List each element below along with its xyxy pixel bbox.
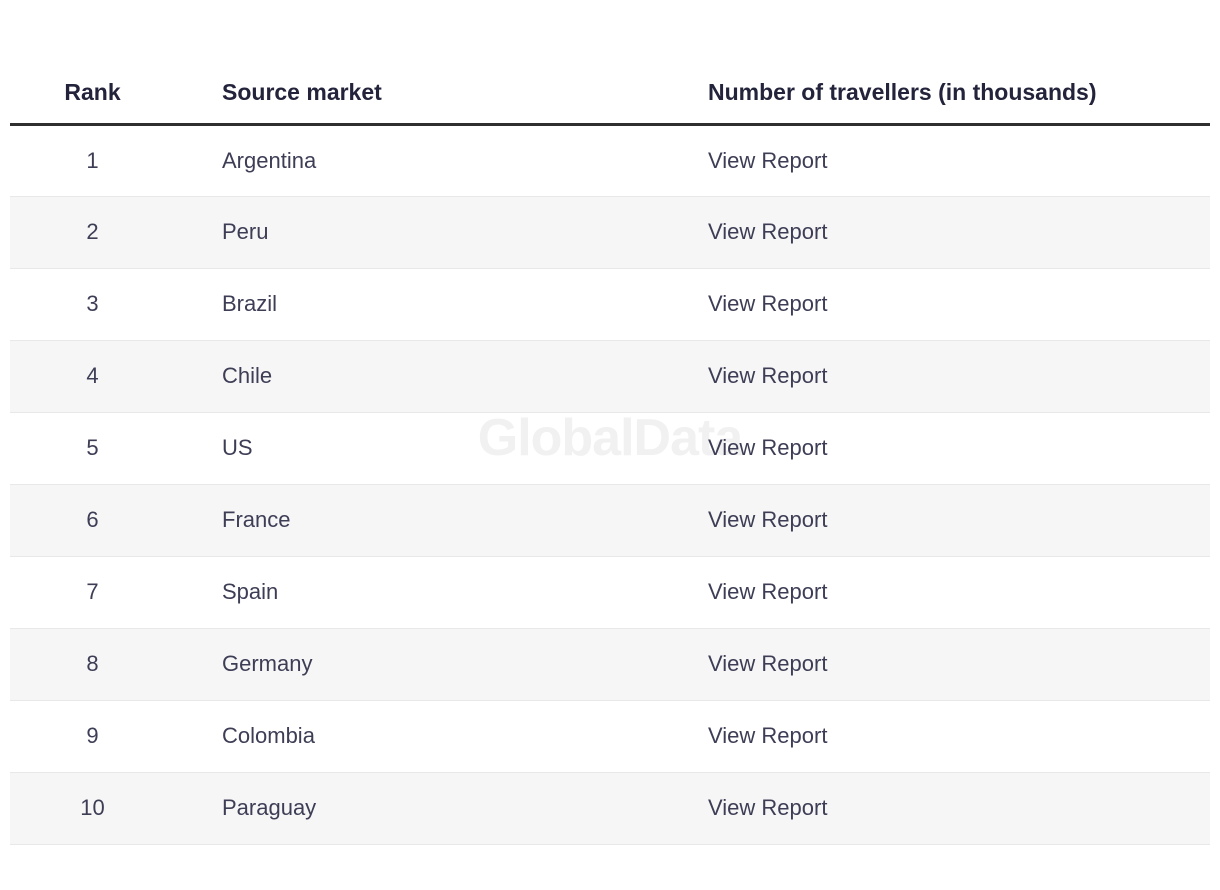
source-market-cell: Paraguay <box>175 772 708 845</box>
view-report-link[interactable]: View Report <box>708 579 828 604</box>
rank-cell: 3 <box>10 268 175 341</box>
source-markets-table-container: Rank Source market Number of travellers … <box>10 62 1210 845</box>
rank-cell: 2 <box>10 196 175 269</box>
column-header-source-market: Source market <box>175 62 708 126</box>
table-row: 1 Argentina View Report <box>10 124 1210 197</box>
view-report-link[interactable]: View Report <box>708 651 828 676</box>
source-market-cell: Germany <box>175 628 708 701</box>
rank-cell: 9 <box>10 700 175 773</box>
rank-cell: 1 <box>10 124 175 197</box>
source-market-cell: Brazil <box>175 268 708 341</box>
rank-cell: 6 <box>10 484 175 557</box>
rank-cell: 4 <box>10 340 175 413</box>
source-market-cell: France <box>175 484 708 557</box>
source-market-cell: Chile <box>175 340 708 413</box>
rank-cell: 7 <box>10 556 175 629</box>
source-market-cell: Peru <box>175 196 708 269</box>
table-row: 2 Peru View Report <box>10 196 1210 269</box>
rank-cell: 5 <box>10 412 175 485</box>
source-markets-table: Rank Source market Number of travellers … <box>10 62 1210 845</box>
source-market-cell: US <box>175 412 708 485</box>
source-market-cell: Spain <box>175 556 708 629</box>
view-report-link[interactable]: View Report <box>708 291 828 316</box>
table-header-row: Rank Source market Number of travellers … <box>10 62 1210 126</box>
view-report-link[interactable]: View Report <box>708 219 828 244</box>
view-report-link[interactable]: View Report <box>708 795 828 820</box>
view-report-link[interactable]: View Report <box>708 147 828 173</box>
source-market-cell: Colombia <box>175 700 708 773</box>
table-row: 10 Paraguay View Report <box>10 772 1210 845</box>
view-report-link[interactable]: View Report <box>708 507 828 532</box>
view-report-link[interactable]: View Report <box>708 363 828 388</box>
rank-cell: 8 <box>10 628 175 701</box>
rank-cell: 10 <box>10 772 175 845</box>
column-header-number-of-travellers: Number of travellers (in thousands) <box>708 62 1210 126</box>
table-row: 7 Spain View Report <box>10 556 1210 629</box>
table-row: 4 Chile View Report <box>10 340 1210 413</box>
table-row: 9 Colombia View Report <box>10 700 1210 773</box>
column-header-rank: Rank <box>10 62 175 126</box>
source-market-cell: Argentina <box>175 124 708 197</box>
table-body: 1 Argentina View Report 2 Peru View Repo… <box>10 124 1210 845</box>
table-row: 3 Brazil View Report <box>10 268 1210 341</box>
table-row: 6 France View Report <box>10 484 1210 557</box>
view-report-link[interactable]: View Report <box>708 435 828 460</box>
table-row: 5 US View Report <box>10 412 1210 485</box>
view-report-link[interactable]: View Report <box>708 723 828 748</box>
table-row: 8 Germany View Report <box>10 628 1210 701</box>
